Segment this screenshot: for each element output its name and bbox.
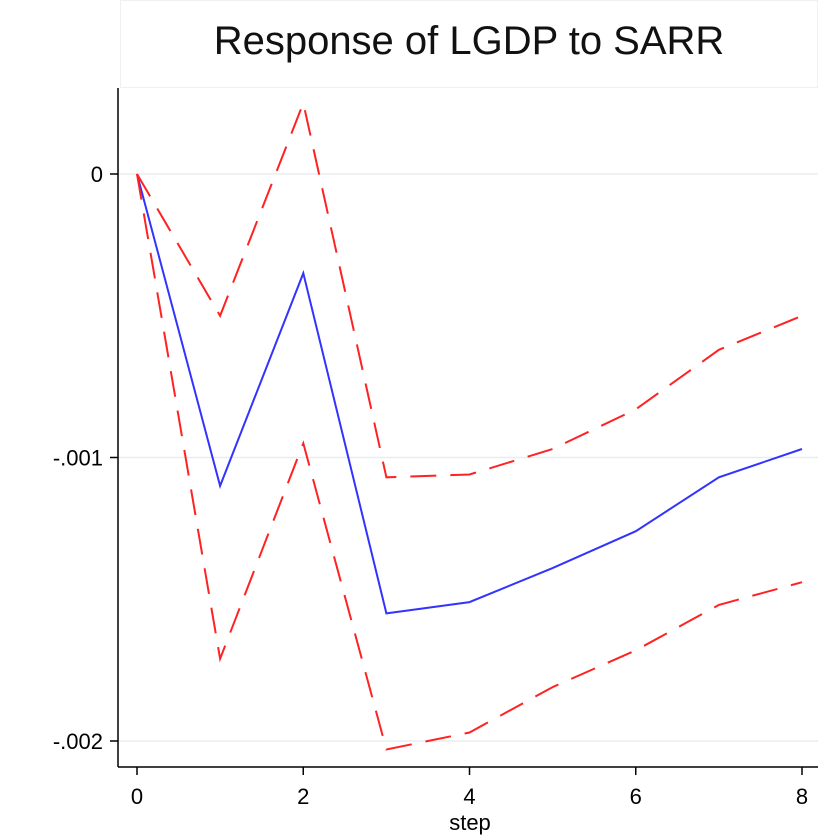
y-tick-label: 0 [91,162,103,187]
y-tick-label: -.002 [53,729,103,754]
y-tick-label: -.001 [53,446,103,471]
grid-lines [118,173,818,742]
series [136,99,803,751]
title-box: Response of LGDP to SARR [120,0,818,88]
upper-ci-line [136,99,803,479]
x-tick-label: 8 [796,784,808,809]
lower-ci-line [136,173,803,751]
x-tick-label: 6 [630,784,642,809]
x-tick-label: 2 [297,784,309,809]
x-axis-label: step [449,810,491,835]
chart-title: Response of LGDP to SARR [213,19,725,63]
x-tick-label: 4 [463,784,475,809]
x-tick-label: 0 [131,784,143,809]
axes [117,88,818,768]
ticks: 0 -.001 -.002 0 2 4 6 8 [53,162,808,809]
irf-line [136,173,803,615]
